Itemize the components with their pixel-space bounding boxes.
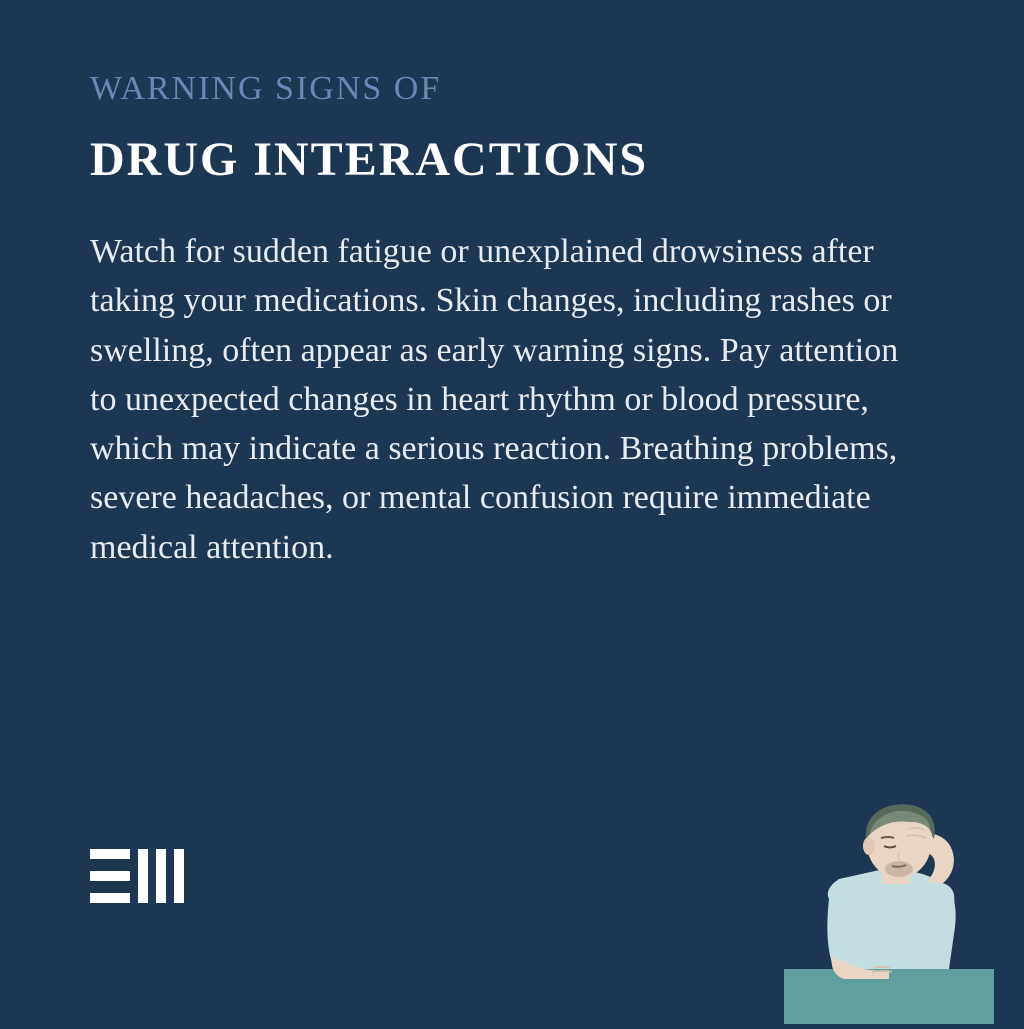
tired-person-illustration-icon — [754, 794, 994, 1024]
subtitle-text: WARNING SIGNS OF — [90, 70, 934, 108]
title-text: DRUG INTERACTIONS — [90, 132, 934, 187]
body-paragraph: Watch for sudden fatigue or unexplained … — [90, 227, 920, 572]
brand-logo-icon — [90, 849, 190, 909]
